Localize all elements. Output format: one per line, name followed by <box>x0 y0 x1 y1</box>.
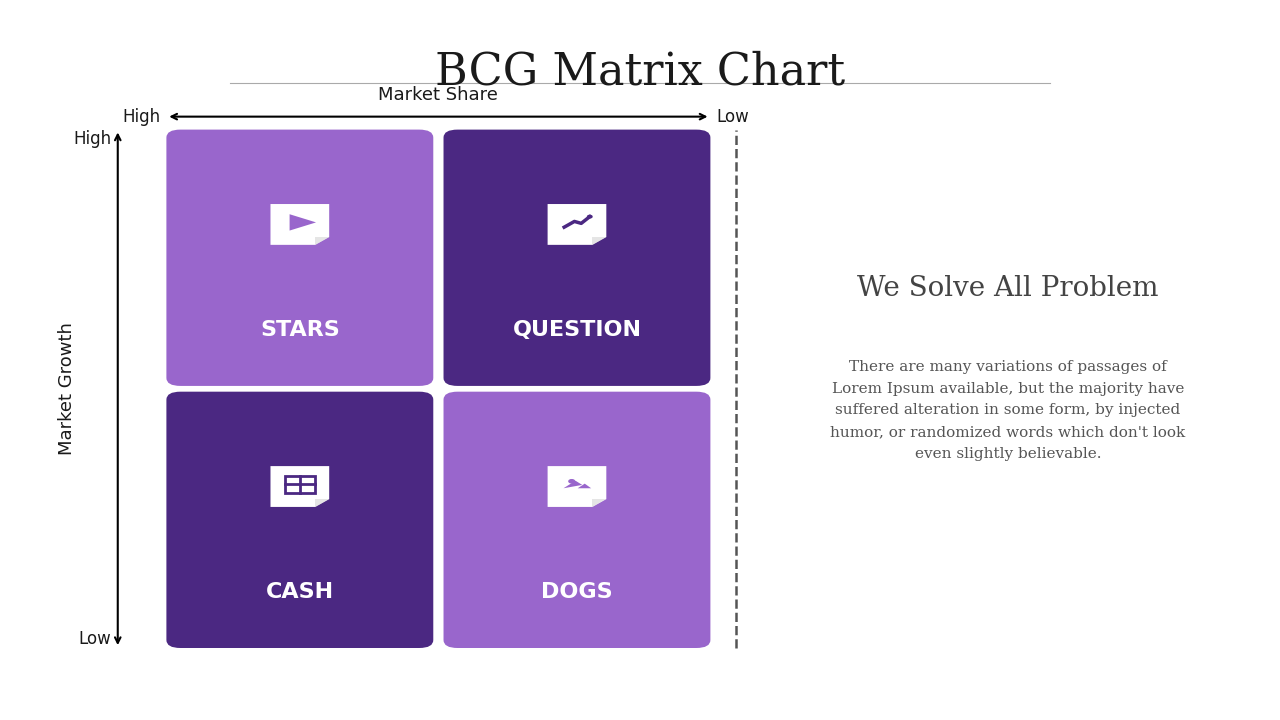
Text: CASH: CASH <box>266 582 334 602</box>
Text: QUESTION: QUESTION <box>512 320 641 340</box>
Text: Market Share: Market Share <box>379 86 498 104</box>
Text: High: High <box>73 130 111 148</box>
Text: DOGS: DOGS <box>541 582 613 602</box>
Text: High: High <box>122 107 160 125</box>
Text: BCG Matrix Chart: BCG Matrix Chart <box>435 50 845 94</box>
Text: Low: Low <box>78 630 111 648</box>
Text: STARS: STARS <box>260 320 339 340</box>
Text: Market Growth: Market Growth <box>58 323 76 455</box>
Text: Low: Low <box>717 107 750 125</box>
Text: We Solve All Problem: We Solve All Problem <box>858 274 1158 302</box>
Text: There are many variations of passages of
Lorem Ipsum available, but the majority: There are many variations of passages of… <box>831 360 1185 461</box>
